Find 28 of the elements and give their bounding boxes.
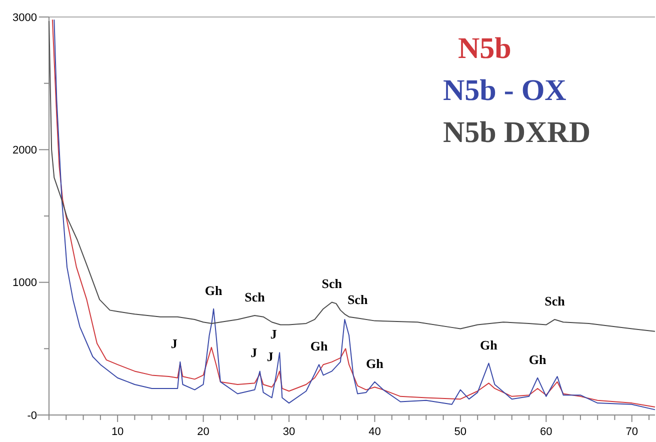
annotation: Sch [544, 293, 566, 308]
y-tick-label: -0 [27, 410, 37, 422]
annotation: Sch [347, 292, 368, 308]
annotation: J [250, 345, 258, 360]
text: N5b DXRD [443, 116, 591, 149]
line-series [48, 20, 656, 332]
x-tick-label: 10 [111, 426, 124, 438]
annotation: J [170, 336, 178, 351]
annotation: Sch [322, 276, 343, 292]
x-tick-label: 20 [197, 426, 210, 438]
text: N5b - OX [443, 74, 567, 107]
annotation: Gh [480, 337, 498, 352]
annotation: Gh [310, 338, 328, 354]
annotation: J [266, 349, 274, 364]
y-tick-label: 2000 [12, 144, 37, 157]
y-tick-label: 1000 [12, 277, 37, 290]
x-tick-label: 70 [626, 426, 638, 438]
annotation: Sch [244, 290, 266, 304]
x-tick-label: 50 [454, 426, 467, 438]
x-tick-label: 30 [282, 426, 296, 438]
text: N5b [458, 32, 512, 65]
annotation: Gh [528, 352, 548, 367]
x-tick-label: 60 [540, 426, 552, 438]
annotation: Gh [204, 282, 224, 298]
annotation: Gh [366, 356, 384, 371]
annotation: J [270, 326, 278, 342]
x-tick-label: 40 [368, 426, 381, 438]
y-tick-label: 3000 [12, 12, 37, 24]
